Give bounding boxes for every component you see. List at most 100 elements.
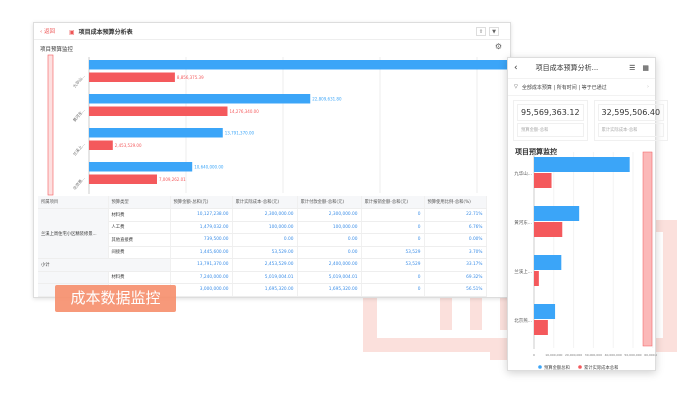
column-header[interactable]: 累计实际成本-总和(元) [232,196,298,209]
table-cell: 100,000.00 [232,221,298,234]
back-chevron-icon[interactable]: ‹ [514,63,518,73]
table-cell: 1,445,600.00 [170,246,233,259]
table-cell: 0 [361,233,425,247]
kpi-value: 95,569,363.12 [517,104,584,121]
actual-bar[interactable] [534,320,548,335]
table-cell: 2,453,529.00 [232,258,298,272]
actual-bar[interactable] [534,173,552,188]
actual-bar[interactable] [89,140,113,151]
actual-bar[interactable] [534,222,563,237]
actual-bar[interactable] [534,271,539,286]
category-label: 兰溪上... [71,141,86,157]
x-tick-label: 60,000,000 [644,353,657,357]
table-cell: 6.76% [424,221,487,234]
feature-badge: 成本数据监控 [55,285,176,312]
desktop-report-window: ‹ 返回 ▣项目成本预算分析表 ⇪ ▼ 项目预算监控 ⚙ 010,000,000… [33,22,511,298]
budget-bar[interactable] [534,157,630,172]
section-title: 项目预算监控 [40,47,74,53]
table-cell: 1,479,032.00 [170,221,233,234]
column-header[interactable]: 预算金额-总和(元) [170,196,233,209]
column-header[interactable]: 累计报销金额-总和(元) [361,196,425,209]
filter-icon[interactable]: ▼ [489,27,499,36]
legend-dot [538,365,542,369]
data-label: 8,856,375.39 [177,75,204,80]
table-cell: 其他直接费 [108,233,171,247]
column-header[interactable]: 所属项目 [38,196,109,209]
table-row: 人工费 1,479,032.00 100,000.00 100,000.00 0 6.76… [38,221,487,234]
table-cell: 2,300,000.00 [297,208,362,222]
kpi-card-actual: 32,595,506.40 累计实际成本-总和 [593,100,669,141]
mobile-title: 项目成本预算分析... [535,64,599,72]
actual-bar[interactable] [89,174,157,185]
x-tick-label: 0 [533,353,535,357]
data-label: 2,453,529.00 [115,143,142,148]
kpi-card-budget: 95,569,363.12 预算金额-总和 [513,100,588,141]
column-header[interactable]: 累计付款金额-总和(元) [297,196,362,209]
table-cell: 69.32% [424,271,487,284]
zoom-slider[interactable] [642,151,653,347]
subtotal-row: 小计 13,791,370.00 2,453,529.00 2,400,000.00 5… [38,258,487,272]
title-text: 项目成本预算分析表 [78,28,133,36]
budget-bar[interactable] [89,60,511,70]
table-cell: 53,529.00 [232,246,298,259]
table-row: 其他直接费 739,500.00 0.00 0.00 0 0.00% [38,233,487,247]
filter-text: 全部成本预算 | 所有时间 | 等于已通过 [521,84,607,91]
chevron-right-icon: › [647,84,649,90]
budget-bar[interactable] [534,304,556,319]
data-label: 10,640,000.00 [194,165,224,170]
table-cell: 53,529 [361,258,425,272]
legend-label[interactable]: 预算金额总和 [544,364,570,371]
table-cell: 13,791,370.00 [170,258,233,272]
table-cell: 0.00 [297,233,362,247]
table-row: 间接费 1,445,600.00 53,529.00 0.00 53,529 3.70% [38,246,487,259]
budget-bar-chart: 010,000,00020,000,00030,000,00040,000,00… [47,54,511,196]
actual-bar[interactable] [89,106,228,117]
budget-bar[interactable] [89,162,193,172]
table-cell: 材料费 [108,208,171,222]
budget-bar[interactable] [89,94,311,104]
gear-icon[interactable]: ⚙ [494,42,502,51]
table-row: 材料费 7,240,000.00 5,019,004.01 5,019,004.01 0… [38,271,487,284]
mobile-bar-chart: 0 10,000,000 20,000,000 30,000,000 40,000,00… [514,151,657,371]
kpi-value: 32,595,506.40 [597,104,665,121]
table-row: 兰溪上周住宅小区精装修景... 材料费 10,127,238.00 2,300,000… [38,208,487,259]
mobile-filter-bar[interactable]: ▽ 全部成本预算 | 所有时间 | 等于已通过 › [508,78,655,96]
report-icon: ▣ [68,28,75,36]
kpi-label: 预算金额-总和 [517,123,584,137]
category-label: 九华山... [71,73,86,89]
data-label: 7,009,262.01 [159,177,186,182]
table-cell: 7,240,000.00 [170,271,233,284]
table-cell: 0.00 [297,246,362,259]
table-cell: 0 [361,221,425,234]
table-cell: 0 [361,271,425,284]
mobile-header: ‹ 项目成本预算分析... ☰ ▦ [508,58,655,78]
back-button[interactable]: ‹ 返回 [40,29,55,35]
budget-bar[interactable] [89,128,223,138]
list-icon[interactable]: ☰ [629,64,636,72]
table-icon[interactable]: ▦ [642,64,649,72]
table-cell: 53,529 [361,246,425,259]
window-header: ‹ 返回 ▣ 项目成本预算分析表 ⇪ ▼ [34,23,510,40]
budget-bar[interactable] [534,255,562,270]
column-header[interactable]: 预算使用比例-总和(%) [424,196,487,209]
actual-bar[interactable] [89,72,175,83]
subtotal-label: 小计 [38,258,171,272]
kpi-label: 累计实际成本-总和 [597,123,665,137]
budget-bar[interactable] [534,206,580,221]
table-header: 所属项目 预算类型 预算金额-总和(元) 累计实际成本-总和(元) 累计付款金额-总和(… [38,196,487,209]
table-cell: 10,127,238.00 [170,208,233,222]
project-cell [38,271,109,284]
share-icon[interactable]: ⇪ [476,27,486,36]
table-cell: 0.00% [424,233,487,247]
legend-label[interactable]: 累计实际成本总和 [584,364,618,371]
table-cell: 0.00 [232,233,298,247]
category-label: 九华山... [514,170,532,177]
table-cell: 56.51% [424,283,487,297]
table-cell: 5,019,004.01 [297,271,362,284]
data-label: 14,276,340.00 [229,109,259,114]
zoom-slider[interactable] [47,54,54,196]
category-label: 兰溪上... [514,268,532,275]
column-header[interactable]: 预算类型 [108,196,171,209]
data-label: 13,791,370.00 [225,131,255,136]
x-tick-label: 30,000,000 [585,353,602,357]
